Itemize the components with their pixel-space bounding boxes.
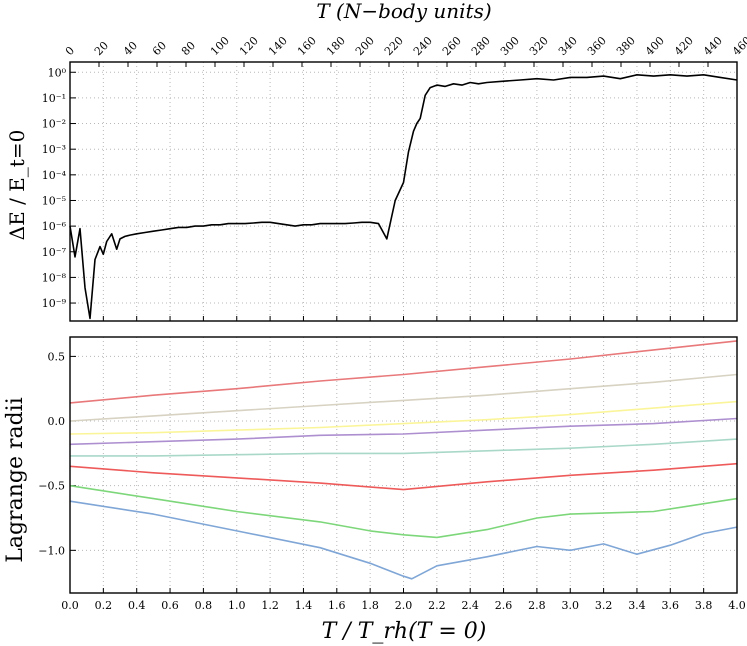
lagrange-radius-series-line	[69, 500, 738, 580]
x-tick-label: 0.6	[161, 599, 179, 612]
y-tick-label: 10⁻²	[42, 118, 66, 131]
top-x-tick-label: 380	[614, 34, 638, 58]
top-axis-label: T (N−body units)	[316, 0, 491, 23]
lagrange-radius-series-line	[69, 373, 738, 422]
plot-frame	[69, 336, 738, 594]
lagrange-radius-series-line	[69, 340, 738, 404]
x-tick-label: 2.2	[428, 599, 446, 612]
x-tick-label: 0.2	[95, 599, 113, 612]
y-tick-label: 0.5	[48, 350, 66, 363]
lagrange-radii-panel: 0.0 0.2 0.4 0.6 0.8 1.0 1.2 1.4 1.6 1.8 2.0 2.2 2.4 2…	[38, 336, 746, 612]
top-x-tick-label: 420	[672, 34, 696, 58]
x-tick-label: 3.0	[562, 599, 580, 612]
x-tick-label: 2.4	[461, 599, 479, 612]
top-x-tick-label: 280	[469, 34, 493, 58]
y-tick-label: 10⁻³	[42, 143, 66, 156]
top-x-tick-label: 20	[92, 39, 111, 58]
y-tick-label: 10⁻⁶	[42, 220, 67, 233]
top-x-tick-label: 220	[382, 34, 406, 58]
top-x-tick-label: 460	[730, 34, 747, 58]
x-tick-label: 1.6	[328, 599, 346, 612]
y-tick-label: 0.0	[48, 415, 66, 428]
top-x-tick-label: 320	[527, 34, 551, 58]
x-tick-label: 0.0	[61, 599, 79, 612]
top-x-tick-label: 300	[498, 34, 522, 58]
top-x-tick-label: 260	[440, 34, 464, 58]
y-tick-label: 10⁻⁷	[42, 246, 67, 259]
y-tick-label: −1.0	[38, 544, 65, 557]
top-x-tick-label: 180	[324, 34, 348, 58]
lagrange-radius-series-line	[70, 438, 738, 457]
top-x-tick-label: 200	[353, 34, 377, 58]
x-tick-label: 1.8	[361, 599, 379, 612]
x-tick-label: 3.8	[695, 599, 713, 612]
top-x-tick-label: 40	[121, 39, 140, 58]
plot-frame	[69, 61, 738, 322]
x-tick-label: 0.8	[195, 599, 213, 612]
top-x-tick-label: 0	[63, 44, 77, 58]
x-tick-label: 2.6	[495, 599, 513, 612]
top-x-tick-label: 240	[411, 34, 435, 58]
top-x-tick-label: 400	[643, 34, 667, 58]
lagrange-radii-ylabel: Lagrange radii	[3, 397, 28, 563]
y-tick-label: −0.5	[38, 480, 65, 493]
top-x-tick-label: 120	[237, 34, 261, 58]
y-tick-label: 10⁻¹	[42, 92, 66, 105]
bottom-axis-label: T / T_rh(T = 0)	[322, 619, 487, 644]
x-tick-label: 3.2	[595, 599, 613, 612]
x-tick-label: 1.4	[295, 599, 313, 612]
top-x-tick-label: 100	[208, 34, 232, 58]
x-tick-label: 2.8	[528, 599, 546, 612]
energy-error-ylabel: ΔE / E_t=0	[5, 130, 29, 241]
x-tick-label: 3.6	[662, 599, 680, 612]
x-tick-label: 0.4	[128, 599, 146, 612]
top-x-tick-label: 60	[150, 39, 169, 58]
top-x-tick-label: 360	[585, 34, 609, 58]
y-tick-label: 10⁻⁸	[42, 271, 67, 284]
top-x-tick-label: 140	[266, 34, 290, 58]
energy-error-series-line	[69, 74, 738, 320]
y-tick-label: 10⁰	[48, 66, 67, 79]
energy-error-panel: 10⁻⁹ 10⁻⁸ 10⁻⁷ 10⁻⁶ 10⁻⁵ 10⁻⁴ 10⁻³ 10⁻² 10⁻¹ 10⁰ 0…	[42, 34, 747, 322]
y-tick-label: 10⁻⁵	[42, 194, 66, 207]
y-tick-label: 10⁻⁹	[42, 297, 67, 310]
x-tick-label: 1.2	[261, 599, 279, 612]
x-tick-label: 3.4	[628, 599, 646, 612]
top-x-tick-label: 80	[179, 39, 198, 58]
x-tick-label: 1.0	[228, 599, 246, 612]
top-x-tick-label: 440	[701, 34, 725, 58]
lagrange-radius-series-line	[69, 400, 738, 435]
lagrange-radius-series-line	[69, 462, 738, 491]
lagrange-radius-series-line	[69, 417, 738, 446]
x-tick-label: 4.0	[728, 599, 746, 612]
x-tick-label: 2.0	[395, 599, 413, 612]
top-x-tick-label: 160	[295, 34, 319, 58]
lagrange-radius-series-line	[69, 484, 738, 539]
y-tick-label: 10⁻⁴	[42, 169, 67, 182]
top-x-tick-label: 340	[556, 34, 580, 58]
